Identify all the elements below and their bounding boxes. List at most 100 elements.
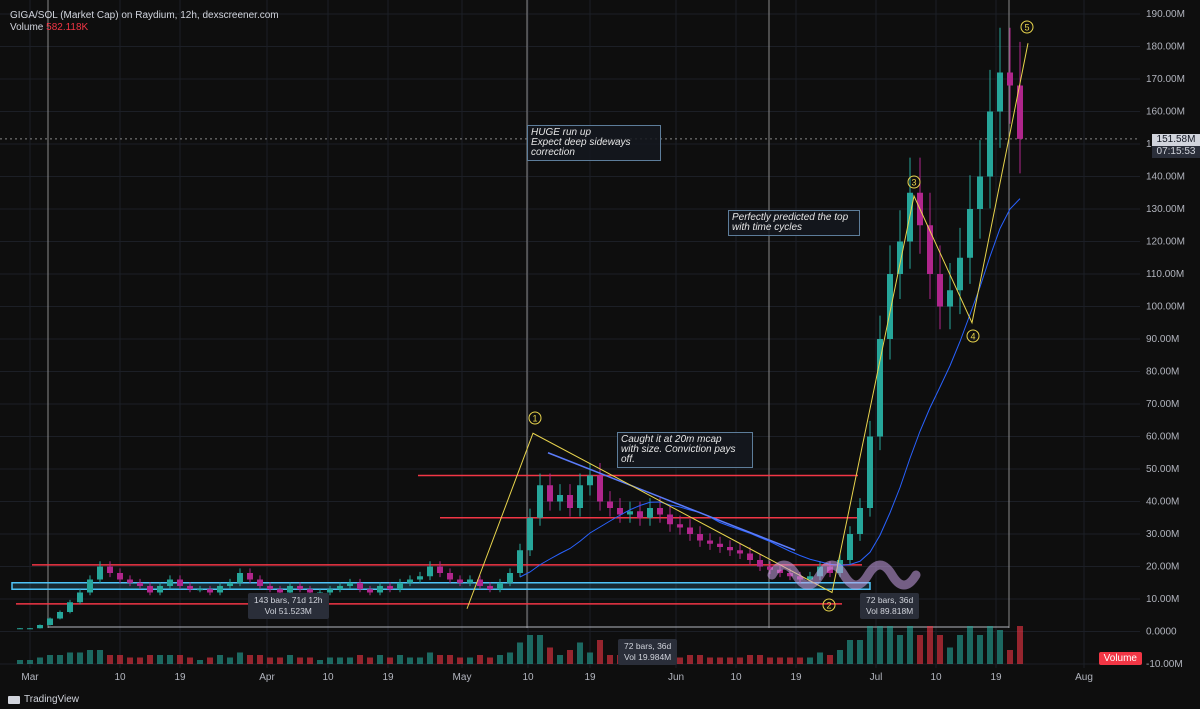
candle [1007,72,1013,86]
annotation-caught[interactable]: Caught it at 20m mcap with size. Convict… [617,432,753,468]
x-tick-label: Mar [21,672,39,683]
candle [677,524,683,528]
candle [707,540,713,544]
volume-bar [377,655,383,664]
volume-bar [857,640,863,664]
volume-bar [337,657,343,664]
measure-2-bars: 72 bars, 36d [624,641,672,651]
candle [727,547,733,551]
volume-bar [557,655,563,664]
measure-label-3: 72 bars, 36d Vol 89.818M [860,593,920,619]
candle [367,589,373,593]
candle [147,586,153,593]
candle [507,573,513,583]
squiggle-arrow [767,560,921,590]
candle [547,485,553,502]
volume-bar [847,640,853,664]
candle [247,573,253,580]
volume-bar [767,657,773,664]
x-tick-label: 10 [930,672,942,683]
volume-bar [197,660,203,664]
y-tick-label: 110.00M [1146,269,1184,280]
y-tick-label: 90.00M [1146,334,1179,345]
y-tick-label: 20.00M [1146,562,1179,573]
candle [957,257,963,291]
candle [947,290,953,307]
candle [637,511,643,518]
volume-bar [547,647,553,664]
candle [137,582,143,586]
candle [737,550,743,554]
trend-line [547,452,796,551]
volume-bar [827,655,833,664]
volume-bar [997,630,1003,664]
volume-bar [597,640,603,664]
x-tick-label: 19 [382,672,394,683]
y-tick-label: 190.00M [1146,9,1185,20]
volume-bar [917,635,923,664]
y-tick-label: 40.00M [1146,497,1179,508]
candle [167,579,173,586]
volume-bar [287,655,293,664]
volume-bar [927,626,933,664]
candle [347,582,353,586]
volume-bar [707,657,713,664]
volume-bar [457,657,463,664]
candle [697,534,703,541]
volume-bar [517,642,523,664]
annotation-top[interactable]: Perfectly predicted the top with time cy… [728,210,860,236]
volume-bar [527,635,533,664]
volume-bar [127,657,133,664]
candle [867,436,873,508]
volume-bar [937,635,943,664]
x-tick-label: Jun [668,672,684,683]
annotation-run-up[interactable]: HUGE run up Expect deep sideways correct… [527,125,661,161]
x-tick-label: Apr [259,672,275,683]
volume-bar [297,657,303,664]
x-tick-label: 19 [584,672,596,683]
volume-bar [187,657,193,664]
y-tick-label: 80.00M [1146,367,1179,378]
candle [977,176,983,209]
wave-label: 3 [911,178,916,188]
x-tick-label: 19 [174,672,186,683]
volume-bar [117,655,123,664]
volume-bar [177,655,183,664]
y-tick-label: -10.00M [1146,659,1183,670]
candle [1017,85,1023,139]
symbol-title: GIGA/SOL (Market Cap) on Raydium, 12h, d… [10,10,279,21]
candle [877,339,883,437]
candle [887,274,893,339]
candle [927,225,933,274]
measure-3-bars: 72 bars, 36d [866,595,914,605]
wave-label-circle [822,598,836,612]
candle [657,508,663,515]
candle [187,586,193,590]
volume-bar [467,657,473,664]
candle [217,586,223,593]
x-tick-label: May [453,672,472,683]
candle [487,586,493,590]
volume-bar [447,655,453,664]
measure-1-vol: Vol 51.523M [264,606,312,616]
volume-bar [257,655,263,664]
candle [997,72,1003,112]
y-tick-label: 60.00M [1146,432,1179,443]
candle [197,589,203,591]
volume-bar [947,647,953,664]
volume-bar [757,655,763,664]
volume-bar [837,650,843,664]
volume-bar [497,655,503,664]
volume-bar [17,660,23,664]
candle [427,566,433,577]
candle [847,534,853,560]
tradingview-logo-icon [8,695,20,704]
candle [747,553,753,560]
volume-bar [807,657,813,664]
y-tick-label: 0.0000 [1146,627,1177,638]
y-tick-label: 50.00M [1146,464,1179,475]
x-tick-label: 10 [114,672,126,683]
wave-label-circle [966,329,980,343]
footer-brand[interactable]: TradingView [8,694,79,705]
